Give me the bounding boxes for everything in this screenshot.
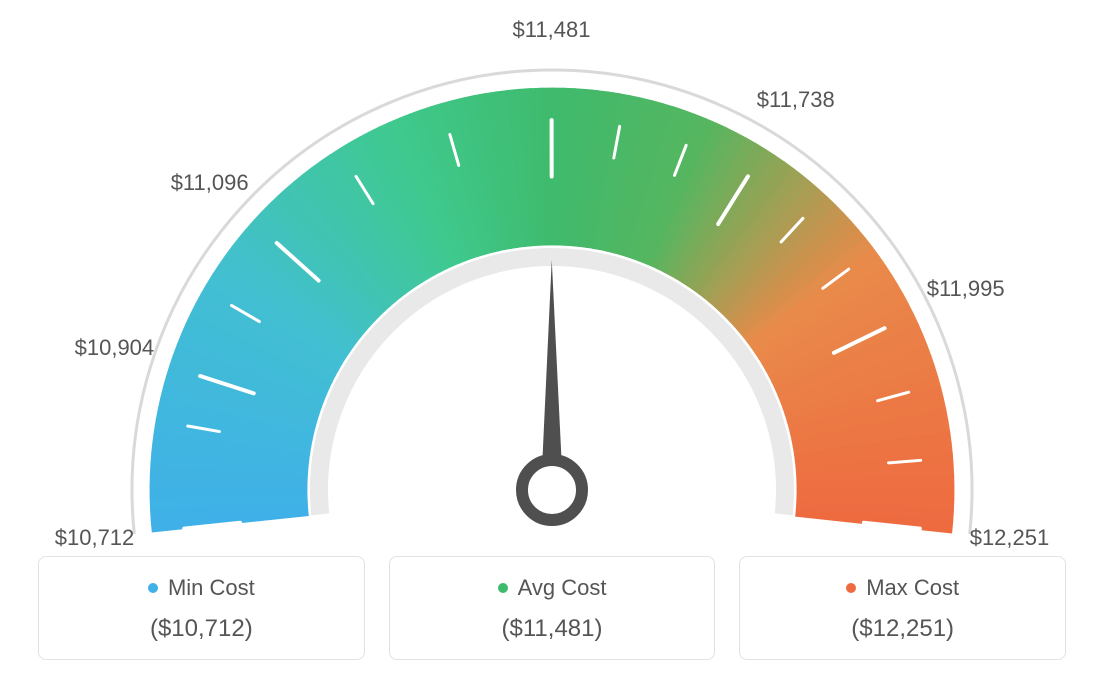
gauge-tick-label: $10,904 [75,335,155,361]
summary-cards: Min Cost ($10,712) Avg Cost ($11,481) Ma… [38,556,1066,660]
cost-gauge: $10,712$10,904$11,096$11,481$11,738$11,9… [0,0,1104,540]
min-cost-title: Min Cost [168,575,255,601]
max-cost-title: Max Cost [866,575,959,601]
gauge-tick-label: $11,738 [757,87,835,113]
min-cost-title-row: Min Cost [148,575,255,601]
avg-cost-dot [498,583,508,593]
gauge-tick-label: $10,712 [55,525,135,551]
gauge-tick-label: $11,096 [171,170,249,196]
min-cost-dot [148,583,158,593]
max-cost-card: Max Cost ($12,251) [739,556,1066,660]
avg-cost-title-row: Avg Cost [498,575,607,601]
max-cost-value: ($12,251) [750,615,1055,643]
min-cost-card: Min Cost ($10,712) [38,556,365,660]
avg-cost-title: Avg Cost [518,575,607,601]
gauge-tick-label: $11,481 [513,17,591,43]
gauge-tick-label: $11,995 [927,276,1005,302]
avg-cost-card: Avg Cost ($11,481) [389,556,716,660]
avg-cost-value: ($11,481) [400,615,705,643]
max-cost-title-row: Max Cost [846,575,959,601]
gauge-tick-label: $12,251 [970,525,1050,551]
min-cost-value: ($10,712) [49,615,354,643]
max-cost-dot [846,583,856,593]
